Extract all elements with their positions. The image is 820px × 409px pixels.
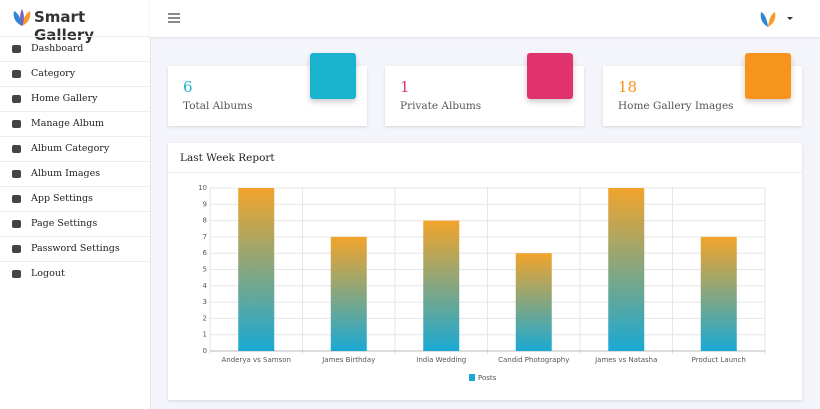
logo [13, 9, 31, 26]
menu-icon [12, 45, 21, 53]
x-tick-label: India Wedding [416, 356, 466, 364]
stat-value: 18 [618, 78, 638, 96]
menu-item[interactable]: Manage Album [0, 111, 150, 137]
menu-item[interactable]: Password Settings [0, 236, 150, 262]
stat-label: Private Albums [400, 100, 482, 112]
stat-card: 1 Private Albums [385, 53, 584, 126]
header [150, 0, 820, 37]
x-tick-label: James vs Natasha [594, 356, 657, 364]
menu-label: Page Settings [31, 218, 98, 229]
menu-icon [12, 195, 21, 203]
menu-item[interactable]: Home Gallery [0, 86, 150, 112]
stat-label: Home Gallery Images [618, 100, 734, 112]
stat-card: 6 Total Albums [168, 53, 367, 126]
menu-item[interactable]: Page Settings [0, 211, 150, 237]
stat-icon [745, 53, 791, 99]
y-tick-label: 2 [203, 314, 207, 322]
menu-item[interactable]: Dashboard [0, 36, 150, 62]
stat-card: 18 Home Gallery Images [603, 53, 802, 126]
y-tick-label: 10 [198, 184, 207, 192]
y-tick-label: 5 [203, 266, 207, 274]
menu-icon [12, 245, 21, 253]
x-tick-label: Candid Photography [498, 356, 569, 364]
x-tick-label: James Birthday [321, 356, 375, 364]
y-tick-label: 7 [203, 233, 207, 241]
y-tick-label: 9 [203, 200, 207, 208]
menu-item[interactable]: Album Images [0, 161, 150, 187]
y-tick-label: 0 [203, 347, 207, 355]
y-tick-label: 8 [203, 217, 207, 225]
stat-icon [310, 53, 356, 99]
y-tick-label: 4 [203, 282, 208, 290]
report-card: Last Week Report 0 1 2 3 4 5 6 7 8 9 10 Anderya vs … [168, 143, 802, 400]
bar [700, 236, 737, 351]
menu-label: Password Settings [31, 243, 120, 254]
menu-icon [12, 120, 21, 128]
menu-item[interactable]: Category [0, 61, 150, 87]
menu-label: App Settings [31, 193, 93, 204]
bar [515, 253, 552, 351]
brand: Smart Gallery [34, 8, 95, 44]
bar [608, 188, 645, 351]
sidebar: Smart Gallery Dashboard Category Home Gall… [0, 0, 151, 409]
user-menu[interactable] [759, 9, 795, 29]
bar [423, 220, 460, 351]
stat-label: Total Albums [183, 100, 253, 112]
menu-label: Album Images [31, 168, 101, 179]
menu-item[interactable]: App Settings [0, 186, 150, 212]
menu-icon [12, 95, 21, 103]
stat-icon [527, 53, 573, 99]
bar [238, 188, 275, 351]
menu-icon [12, 220, 21, 228]
bar [330, 236, 367, 351]
x-tick-label: Anderya vs Samson [222, 356, 291, 364]
menu-label: Dashboard [31, 43, 84, 54]
y-tick-label: 3 [203, 298, 207, 306]
chart: 0 1 2 3 4 5 6 7 8 9 10 Anderya vs Samson James Birth… [198, 184, 766, 382]
menu-item[interactable]: Logout [0, 261, 150, 287]
x-tick-label: Product Launch [692, 356, 746, 364]
menu-item[interactable]: Album Category [0, 136, 150, 162]
menu-toggle[interactable] [168, 13, 180, 23]
stat-value: 6 [183, 78, 193, 96]
menu-icon [12, 170, 21, 178]
menu-label: Logout [31, 268, 65, 279]
menu-icon [12, 145, 21, 153]
menu-label: Home Gallery [31, 93, 98, 104]
menu-label: Album Category [31, 143, 110, 154]
menu-icon [12, 70, 21, 78]
y-tick-label: 1 [203, 331, 207, 339]
menu-label: Manage Album [31, 118, 105, 129]
legend-label: Posts [478, 374, 497, 382]
report-title: Last Week Report [180, 152, 275, 164]
menu-icon [12, 270, 21, 278]
stat-value: 1 [400, 78, 410, 96]
legend-swatch [469, 374, 475, 381]
y-tick-label: 6 [203, 249, 208, 257]
menu-label: Category [31, 68, 76, 79]
